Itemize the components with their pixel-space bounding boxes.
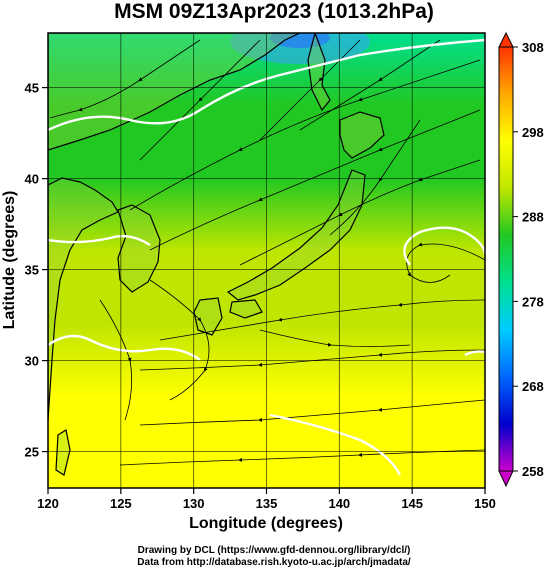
streamline: [329, 119, 421, 236]
credit-data: Data from http://database.rish.kyoto-u.a…: [137, 557, 411, 568]
streamline: [149, 279, 210, 401]
streamline: [239, 159, 481, 266]
colorbar-tick-label: 268: [522, 379, 544, 394]
plot-area: [47, 32, 486, 489]
isotherm: [48, 38, 485, 132]
china-coast: [48, 177, 119, 421]
y-tick-label: 30: [25, 354, 39, 369]
x-tick-label: 125: [110, 496, 132, 511]
streamline: [259, 329, 411, 347]
isotherm: [464, 350, 485, 357]
colorbar-top-arrow: [498, 31, 514, 48]
colorbar-ticks: 258 268 278 288 298 308: [513, 40, 544, 479]
colorbar-tick-label: 258: [522, 464, 544, 479]
y-tick-label: 35: [25, 263, 39, 278]
taiwan: [55, 429, 71, 476]
streamline: [129, 59, 481, 211]
x-axis-label: Longitude (degrees): [189, 515, 343, 532]
map-title: MSM 09Z13Apr2023 (1013.2hPa): [114, 0, 434, 23]
colorbar-tick-label: 278: [522, 294, 544, 309]
streamline: [299, 39, 441, 131]
isotherm: [269, 413, 402, 476]
colorbar: 258 268 278 288 298 308: [498, 31, 544, 488]
colorbar-tick-label: 288: [522, 210, 544, 225]
isotherm: [48, 234, 151, 247]
x-tick-label: 135: [256, 496, 278, 511]
isotherm: [48, 334, 201, 361]
streamline: [259, 39, 361, 141]
streamline: [149, 109, 481, 251]
y-tick-label: 40: [25, 172, 39, 187]
y-tick-label: 25: [25, 445, 39, 460]
credit-drawing: Drawing by DCL (https://www.gfd-dennou.o…: [137, 545, 411, 556]
streamline: [119, 449, 485, 466]
x-tick-label: 150: [474, 496, 496, 511]
colorbar-tick-label: 308: [522, 40, 544, 55]
y-axis: 25 30 35 40 45: [25, 81, 48, 460]
colorbar-bottom-arrow: [498, 470, 514, 488]
y-axis-label: Latitude (degrees): [1, 191, 18, 330]
streamline: [49, 39, 201, 119]
shikoku: [229, 299, 263, 319]
streamline: [139, 399, 485, 426]
cold-region: [230, 33, 370, 64]
streamline: [139, 39, 261, 161]
x-axis: 120 125 130 135 140 145 150: [37, 488, 496, 511]
colorbar-scale: [498, 46, 514, 472]
y-tick-label: 45: [25, 81, 39, 96]
x-tick-label: 140: [328, 496, 350, 511]
x-tick-label: 145: [401, 496, 423, 511]
credits: Drawing by DCL (https://www.gfd-dennou.o…: [0, 545, 548, 569]
streamlines: [49, 39, 485, 466]
x-tick-label: 120: [37, 496, 59, 511]
streamline: [99, 299, 133, 421]
streamline: [159, 299, 485, 341]
streamline: [406, 242, 485, 283]
x-tick-label: 130: [183, 496, 205, 511]
cold-region-core: [270, 33, 330, 48]
isotherms: [48, 38, 485, 476]
isotherm: [403, 226, 485, 266]
colorbar-tick-label: 298: [522, 125, 544, 140]
